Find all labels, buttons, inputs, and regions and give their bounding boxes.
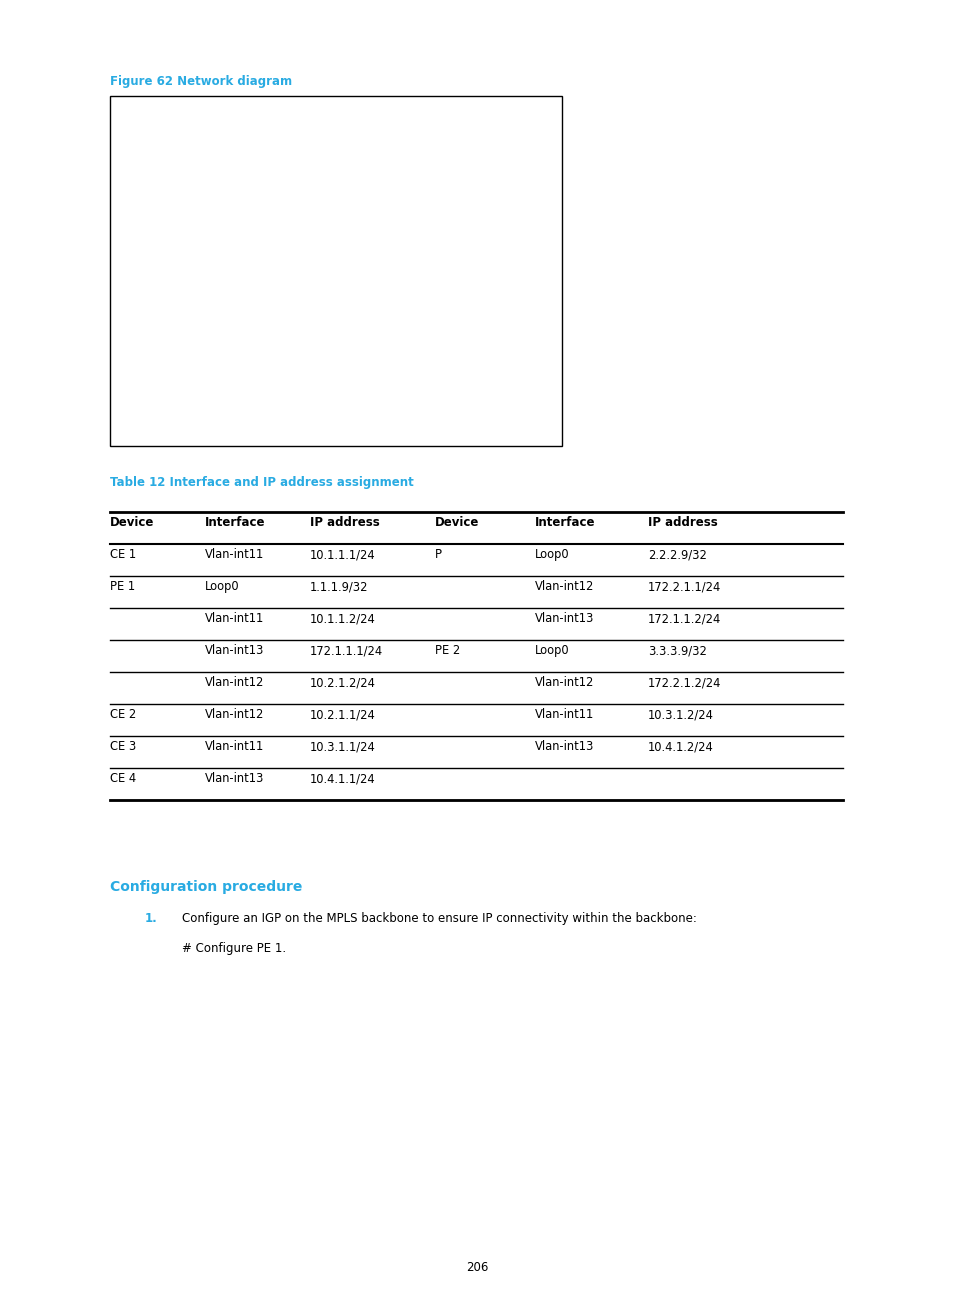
Text: 10.3.1.1/24: 10.3.1.1/24 [310, 740, 375, 753]
Text: PE 1: PE 1 [110, 581, 135, 594]
Text: Vlan-int12: Vlan-int12 [535, 581, 594, 594]
Text: 1.1.1.9/32: 1.1.1.9/32 [310, 581, 368, 594]
Text: 10.3.1.2/24: 10.3.1.2/24 [647, 708, 713, 721]
Text: Loop0: Loop0 [535, 644, 569, 657]
Text: 10.4.1.2/24: 10.4.1.2/24 [647, 740, 713, 753]
Text: Device: Device [110, 516, 154, 529]
Bar [110, 96, 561, 446]
Text: # Configure PE 1.: # Configure PE 1. [182, 942, 286, 955]
Text: PE 2: PE 2 [435, 644, 459, 657]
Text: 10.1.1.2/24: 10.1.1.2/24 [310, 612, 375, 625]
Text: Vlan-int11: Vlan-int11 [205, 612, 264, 625]
Text: 2.2.2.9/32: 2.2.2.9/32 [647, 548, 706, 561]
Text: P: P [435, 548, 441, 561]
Text: 10.1.1.1/24: 10.1.1.1/24 [310, 548, 375, 561]
Text: Configure an IGP on the MPLS backbone to ensure IP connectivity within the backb: Configure an IGP on the MPLS backbone to… [182, 912, 696, 925]
Text: IP address: IP address [310, 516, 379, 529]
Text: Interface: Interface [205, 516, 265, 529]
Text: Figure 62 Network diagram: Figure 62 Network diagram [110, 75, 292, 88]
Text: IP address: IP address [647, 516, 717, 529]
Text: Interface: Interface [535, 516, 595, 529]
Text: Device: Device [435, 516, 478, 529]
Text: Vlan-int13: Vlan-int13 [205, 644, 264, 657]
Text: Vlan-int13: Vlan-int13 [535, 612, 594, 625]
Text: 10.4.1.1/24: 10.4.1.1/24 [310, 772, 375, 785]
Text: 10.2.1.2/24: 10.2.1.2/24 [310, 677, 375, 689]
Text: 172.1.1.1/24: 172.1.1.1/24 [310, 644, 383, 657]
Text: Vlan-int11: Vlan-int11 [535, 708, 594, 721]
Text: Loop0: Loop0 [535, 548, 569, 561]
Text: Vlan-int11: Vlan-int11 [205, 740, 264, 753]
Text: CE 3: CE 3 [110, 740, 136, 753]
Text: Loop0: Loop0 [205, 581, 239, 594]
Text: CE 1: CE 1 [110, 548, 136, 561]
Text: 206: 206 [465, 1261, 488, 1274]
Text: Vlan-int12: Vlan-int12 [205, 708, 264, 721]
Text: Table 12 Interface and IP address assignment: Table 12 Interface and IP address assign… [110, 476, 414, 489]
Text: Vlan-int12: Vlan-int12 [205, 677, 264, 689]
Text: Vlan-int11: Vlan-int11 [205, 548, 264, 561]
Text: Configuration procedure: Configuration procedure [110, 880, 302, 894]
Text: 10.2.1.1/24: 10.2.1.1/24 [310, 708, 375, 721]
Text: 172.1.1.2/24: 172.1.1.2/24 [647, 612, 720, 625]
Text: 1.: 1. [145, 912, 157, 925]
Text: 172.2.1.2/24: 172.2.1.2/24 [647, 677, 720, 689]
Text: CE 4: CE 4 [110, 772, 136, 785]
Text: Vlan-int13: Vlan-int13 [205, 772, 264, 785]
Text: 3.3.3.9/32: 3.3.3.9/32 [647, 644, 706, 657]
Text: Vlan-int12: Vlan-int12 [535, 677, 594, 689]
Text: 172.2.1.1/24: 172.2.1.1/24 [647, 581, 720, 594]
Text: Vlan-int13: Vlan-int13 [535, 740, 594, 753]
Text: CE 2: CE 2 [110, 708, 136, 721]
